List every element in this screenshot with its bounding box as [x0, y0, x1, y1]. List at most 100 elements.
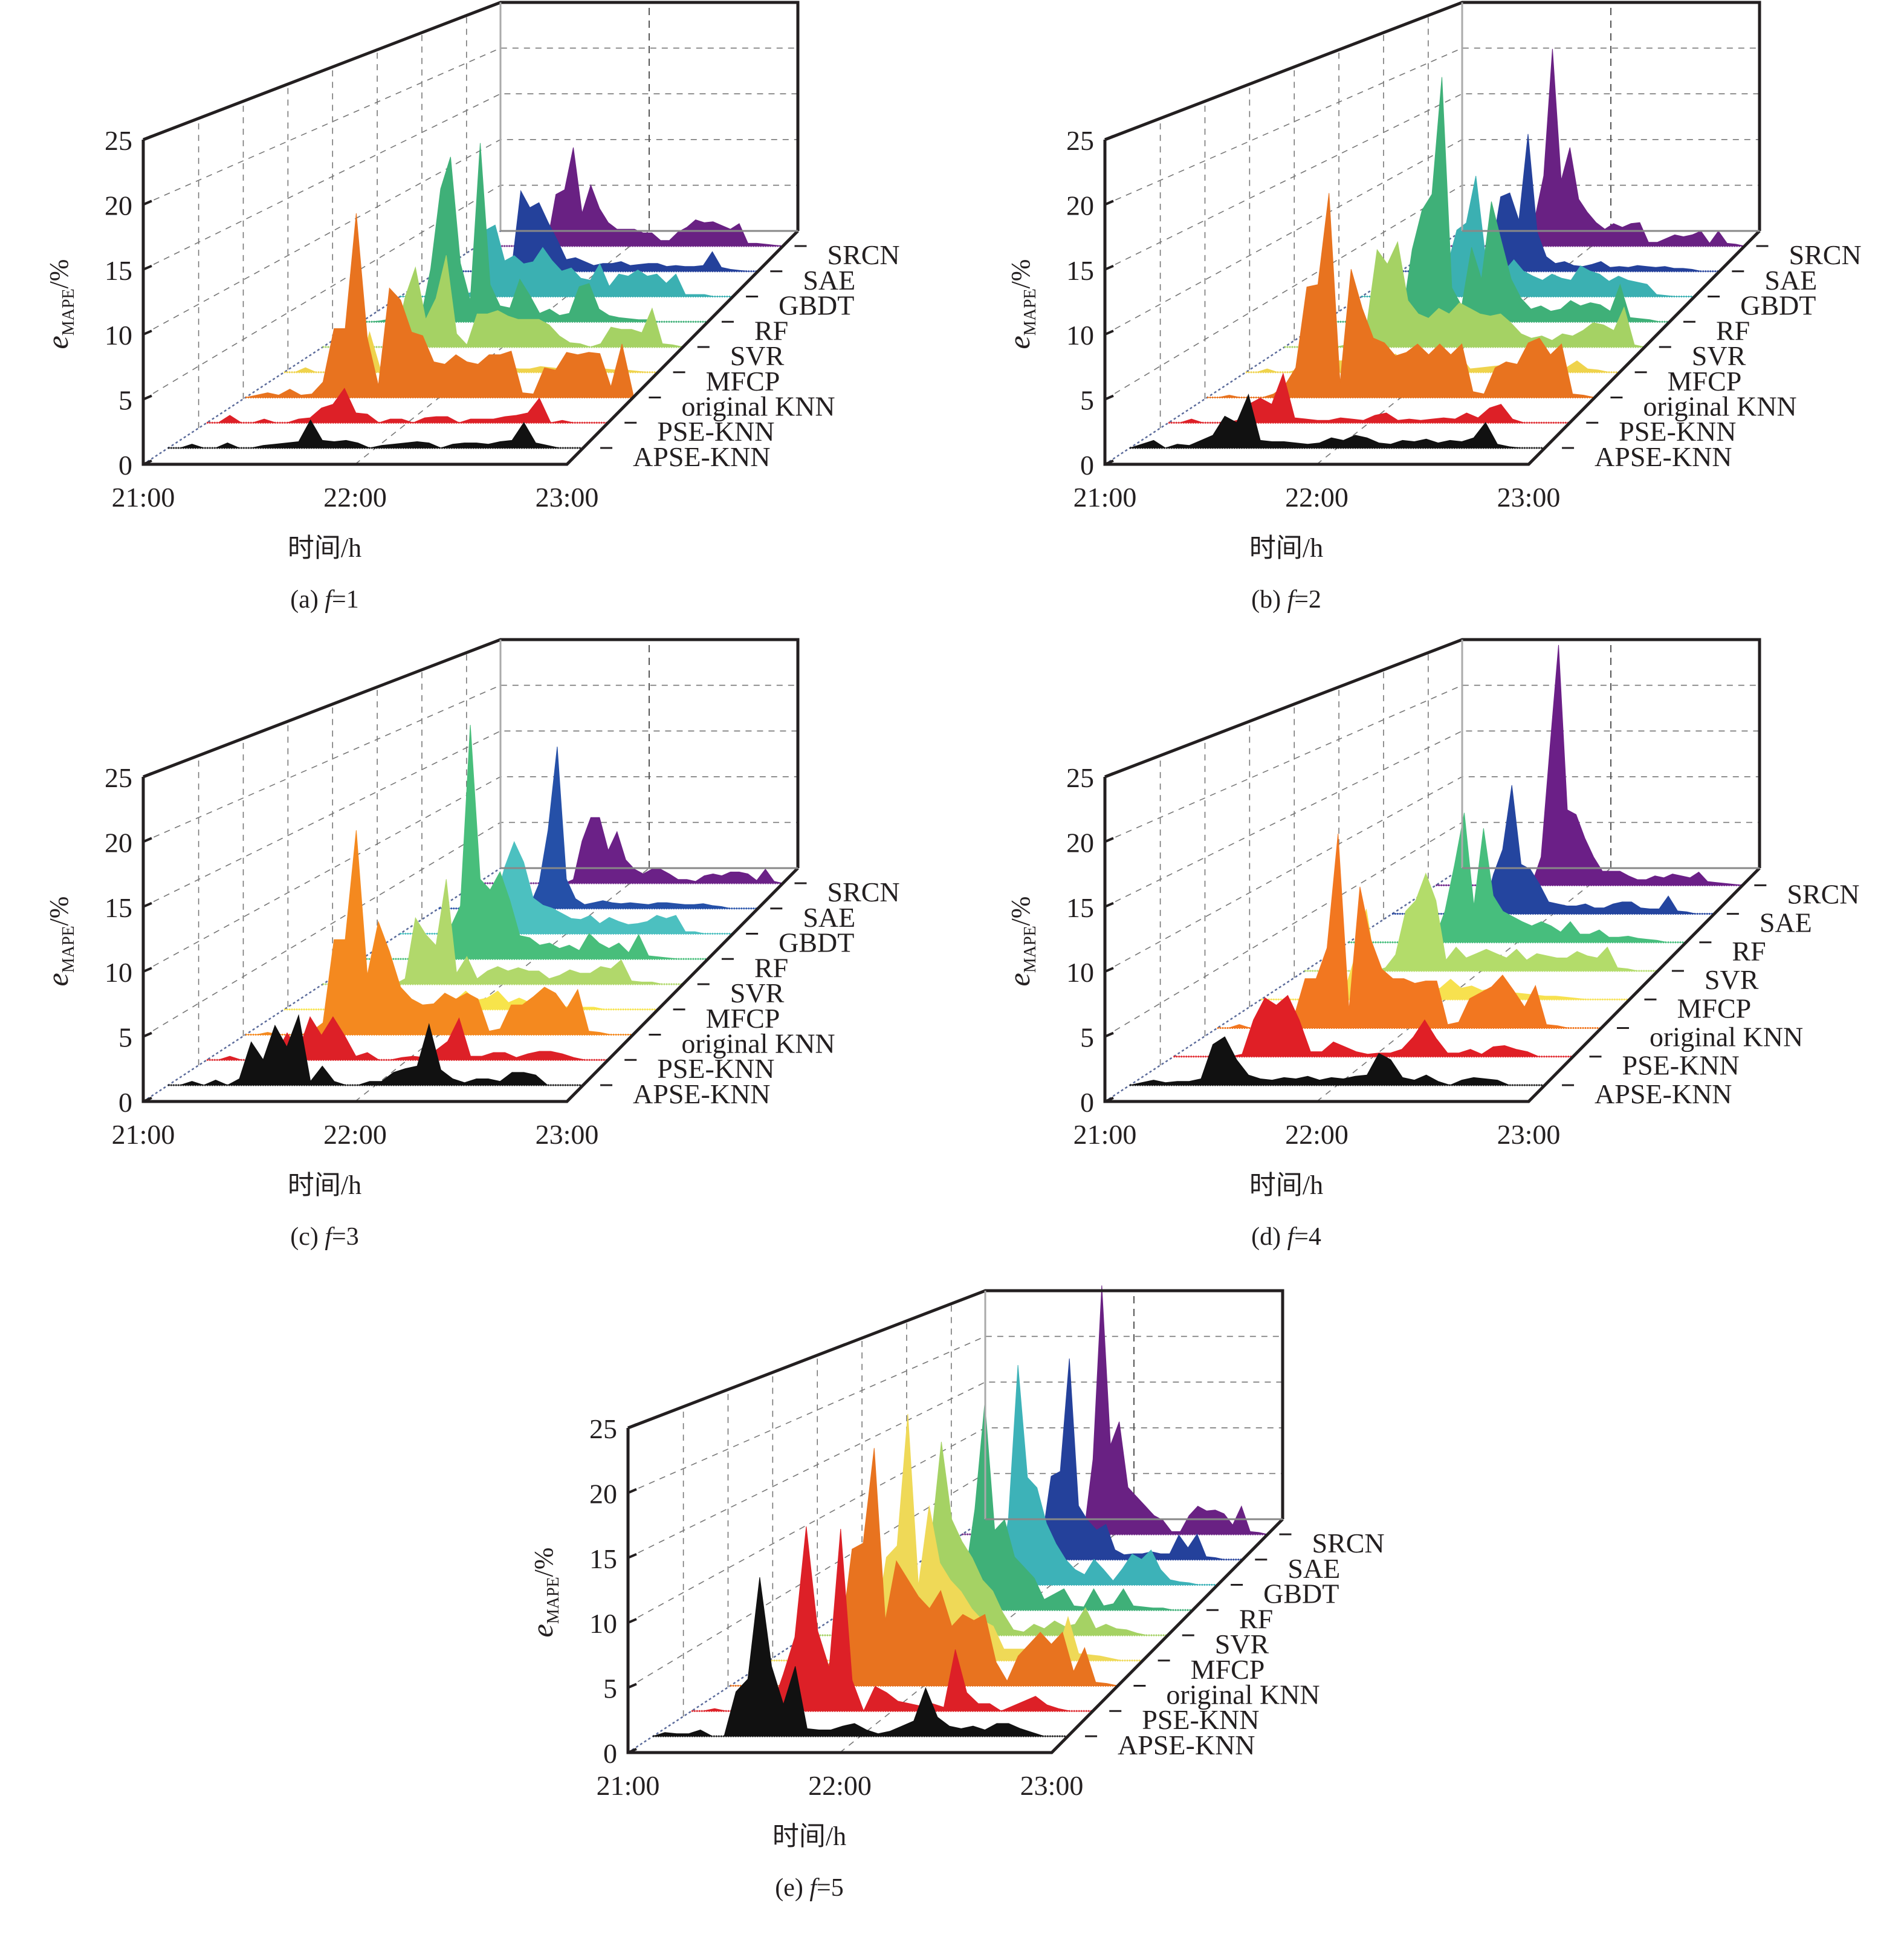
gridline-y-20 [143, 47, 798, 206]
x-tick-label: 21:00 [112, 482, 175, 513]
panel-caption: (d) f=4 [1251, 1223, 1321, 1251]
series-label: SRCN [1787, 878, 1859, 909]
panel-caption: (e) f=5 [775, 1874, 843, 1902]
series-label: SAE [1287, 1553, 1340, 1584]
series-label: MFCP [1677, 993, 1751, 1023]
y-tick [143, 329, 152, 336]
axes-frame [141, 638, 800, 1103]
y-tick [1104, 901, 1114, 908]
series-label: RF [1239, 1603, 1273, 1634]
axes-frame [1103, 1, 1761, 466]
y-tick-label: 15 [589, 1543, 617, 1574]
y-tick-label: 15 [105, 255, 132, 286]
y-tick-label: 10 [1066, 320, 1094, 351]
y-tick [143, 1097, 152, 1103]
y-tick [143, 772, 152, 778]
y-tick [1104, 135, 1114, 141]
y-tick-label: 15 [1066, 255, 1094, 286]
gridline-y-25 [1104, 2, 1760, 140]
front-axes [141, 777, 799, 1103]
series-label: original KNN [681, 1028, 835, 1059]
y-axis-title: eMAPE/% [40, 259, 78, 349]
x-tick-label: 22:00 [1285, 1119, 1349, 1150]
top-back-edges [143, 1, 800, 231]
y-tick [1104, 329, 1114, 336]
y-tick-label: 25 [105, 762, 132, 793]
x-axis-title: 时间/h [1249, 533, 1323, 563]
y-tick [143, 199, 152, 206]
series-label: SRCN [1789, 239, 1861, 270]
series-group [1128, 644, 1744, 1086]
series-group [167, 143, 783, 449]
y-tick [143, 459, 152, 465]
axes-frame [626, 1289, 1284, 1754]
y-tick [627, 1748, 637, 1754]
series-label: SAE [803, 265, 855, 296]
y-tick [627, 1552, 637, 1559]
y-tick [1104, 967, 1114, 973]
y-tick-label: 15 [1066, 892, 1094, 923]
series-label: MFCP [706, 1003, 780, 1034]
x-tick-label: 22:00 [323, 1119, 387, 1150]
floor-left-edge [143, 230, 501, 465]
x-axis-title: 时间/h [288, 533, 361, 563]
y-tick-label: 10 [105, 320, 132, 351]
y-tick [143, 264, 152, 271]
series-label: APSE-KNN [633, 1079, 770, 1109]
gridline-y-25 [1104, 639, 1760, 777]
series-label: PSE-KNN [657, 416, 774, 447]
y-tick-label: 0 [118, 1087, 132, 1118]
front-axes [1103, 777, 1761, 1103]
series-label: PSE-KNN [1622, 1050, 1740, 1081]
series-label: SVR [730, 340, 785, 371]
y-tick-label: 5 [118, 1022, 132, 1053]
y-tick [627, 1682, 637, 1689]
gridline-y-20 [1104, 684, 1760, 843]
series-label: PSE-KNN [657, 1053, 774, 1084]
y-tick-label: 20 [1066, 827, 1094, 858]
series-label: PSE-KNN [1619, 416, 1736, 447]
x-tick-label: 23:00 [1020, 1770, 1084, 1801]
y-tick [627, 1618, 637, 1624]
y-tick-label: 5 [603, 1673, 617, 1704]
series-label: SVR [1692, 340, 1746, 371]
floor-left-edge [1104, 230, 1463, 465]
series-area-original-knn [245, 213, 633, 398]
series-area-srcn [1438, 48, 1745, 247]
series-label: SRCN [1312, 1528, 1384, 1559]
y-tick-label: 10 [105, 957, 132, 988]
y-tick-label: 0 [1080, 450, 1094, 481]
series-label: MFCP [1191, 1654, 1265, 1685]
series-area-apse-knn [1128, 1036, 1545, 1086]
y-tick [143, 837, 152, 843]
front-axes [626, 1428, 1284, 1754]
y-tick-label: 25 [105, 125, 132, 156]
y-tick-label: 20 [1066, 190, 1094, 221]
x-tick-label: 22:00 [323, 482, 387, 513]
y-tick-label: 25 [1066, 762, 1094, 793]
series-label: APSE-KNN [1595, 1079, 1732, 1109]
series-label: GBDT [779, 927, 854, 958]
series-label: PSE-KNN [1142, 1704, 1259, 1735]
x-tick-label: 22:00 [1285, 482, 1349, 513]
x-tick-label: 23:00 [1497, 482, 1561, 513]
y-tick [1104, 459, 1114, 465]
y-tick [1104, 264, 1114, 271]
gridline-y-20 [143, 684, 798, 843]
y-tick [1104, 772, 1114, 778]
axes-frame [141, 1, 800, 466]
x-axis-title: 时间/h [288, 1170, 361, 1200]
y-tick-label: 0 [1080, 1087, 1094, 1118]
y-tick-label: 5 [1080, 385, 1094, 416]
series-label: SAE [803, 902, 855, 933]
series-area-svr [1283, 241, 1646, 348]
gridline-y-25 [627, 1290, 1283, 1429]
floor-left-edge [143, 867, 501, 1103]
y-tick [1104, 199, 1114, 206]
y-tick [143, 1031, 152, 1038]
series-area-original-knn [1207, 193, 1595, 398]
axes-frame [1103, 638, 1761, 1103]
series-group [1128, 48, 1745, 449]
